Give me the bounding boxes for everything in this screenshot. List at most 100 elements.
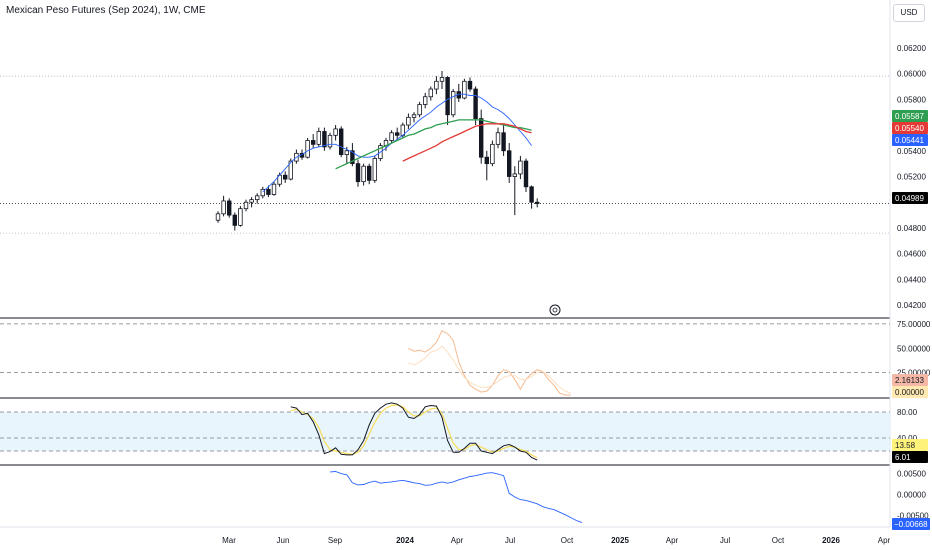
candle-body: [417, 104, 422, 116]
ma-red-line: [402, 123, 532, 162]
last-price-badge-bg: [892, 192, 928, 204]
candle-body: [434, 80, 439, 90]
ma-blue-line: [262, 93, 532, 193]
candle-body: [372, 158, 377, 181]
time-axis-label: Jul: [505, 536, 515, 545]
osc2-badge-2: 6.01: [895, 453, 911, 462]
last-price-badge: 0.04989: [895, 194, 924, 203]
candle-body: [490, 143, 495, 165]
osc1-badge-1-bg: [892, 374, 928, 386]
osc3-badge: −0.00668: [894, 520, 928, 529]
price-tick-label: 0.04800: [897, 224, 926, 233]
candle-body: [260, 188, 265, 197]
candle-body: [428, 88, 433, 98]
ma-red-badge: 0.05540: [895, 124, 924, 133]
osc2-tick-label: 40.00: [897, 434, 918, 443]
time-axis-label: 2024: [396, 536, 414, 545]
candle-body: [310, 140, 316, 145]
time-axis-label: Oct: [561, 536, 574, 545]
chart-title: Mexican Peso Futures (Sep 2024), 1W, CME: [6, 5, 206, 16]
event-marker-icon: [549, 304, 561, 316]
price-tick-label: 0.05400: [897, 147, 926, 156]
candle-body: [512, 173, 517, 177]
candle-body: [355, 163, 361, 183]
candle-body: [501, 132, 506, 152]
time-axis-label: 2025: [611, 536, 629, 545]
price-tick-label: 0.06000: [897, 70, 926, 79]
candle-body: [535, 201, 540, 204]
event-marker-inner: [552, 307, 558, 313]
osc3-badge-bg: [892, 518, 930, 530]
ma-green-badge: 0.05587: [895, 112, 924, 121]
candle-body: [249, 199, 254, 203]
candle-body: [473, 88, 478, 120]
candle-body: [394, 132, 400, 136]
price-tick-label: 0.06200: [897, 44, 926, 53]
osc2-badge-1-bg: [892, 439, 928, 451]
candle-body: [338, 128, 344, 156]
currency-button[interactable]: USD: [893, 4, 925, 22]
candle-body: [462, 80, 467, 99]
candle-body: [361, 165, 366, 183]
candle-body: [215, 213, 221, 221]
osc3-series-line: [329, 471, 583, 524]
time-axis-label: Sep: [328, 536, 343, 545]
time-axis-label: Jul: [720, 536, 730, 545]
price-tick-label: 0.04600: [897, 250, 926, 259]
candle-body: [411, 114, 417, 118]
osc1-badge-2-bg: [892, 386, 928, 398]
candle-body: [322, 131, 327, 148]
candle-body: [288, 160, 293, 180]
time-axis-label: Oct: [772, 536, 785, 545]
ma-green-badge-bg: [892, 110, 928, 122]
candle-body: [271, 183, 277, 195]
ma-blue-badge-bg: [892, 134, 928, 146]
candle-body: [333, 128, 338, 136]
candle-body: [406, 116, 411, 126]
candle-body: [484, 156, 489, 165]
price-tick-label: 0.05200: [897, 173, 926, 182]
price-tick-label: 0.04400: [897, 275, 926, 284]
candle-body: [506, 150, 512, 177]
candle-body: [495, 132, 501, 145]
osc1-tick-label: 50.00000: [897, 344, 931, 353]
candle-body: [254, 195, 260, 201]
osc1-tick-label: 25.00000: [897, 369, 931, 378]
osc2-badge-2-bg: [892, 451, 928, 463]
candle-body: [478, 118, 484, 158]
ma-red-badge-bg: [892, 122, 928, 134]
candle-body: [344, 150, 349, 156]
candle-body: [523, 160, 529, 188]
candle-body: [221, 200, 226, 215]
time-axis-label: Apr: [666, 536, 679, 545]
candle-body: [226, 200, 232, 216]
candle-body: [266, 188, 271, 195]
osc3-tick-label: 0.00500: [897, 470, 926, 479]
candle-body: [232, 214, 237, 226]
candle-body: [238, 208, 243, 226]
candle-body: [316, 131, 321, 145]
candle-body: [439, 77, 445, 82]
candle-body: [243, 201, 249, 210]
candle-body: [518, 160, 523, 175]
candle-body: [366, 165, 372, 181]
candle-body: [467, 80, 473, 90]
time-axis-label: Mar: [222, 536, 236, 545]
osc3-tick-label: -0.00500: [897, 512, 929, 521]
osc1-series-line: [408, 345, 571, 394]
price-tick-label: 0.05800: [897, 95, 926, 104]
time-axis-label: Apr: [451, 536, 464, 545]
ma-blue-badge: 0.05441: [895, 136, 924, 145]
osc3-tick-label: 0.00000: [897, 491, 926, 500]
candle-body: [305, 140, 310, 158]
candle-body: [529, 186, 534, 203]
candle-body: [282, 174, 288, 180]
osc1-badge-1: 2.16133: [895, 376, 924, 385]
osc2-badge-1: 13.58: [895, 441, 916, 450]
osc1-series-line: [408, 330, 571, 396]
candle-body: [389, 132, 394, 141]
osc1-badge-2: 0.00000: [895, 388, 924, 397]
price-tick-label: 0.04200: [897, 301, 926, 310]
time-axis-label: Jun: [277, 536, 290, 545]
